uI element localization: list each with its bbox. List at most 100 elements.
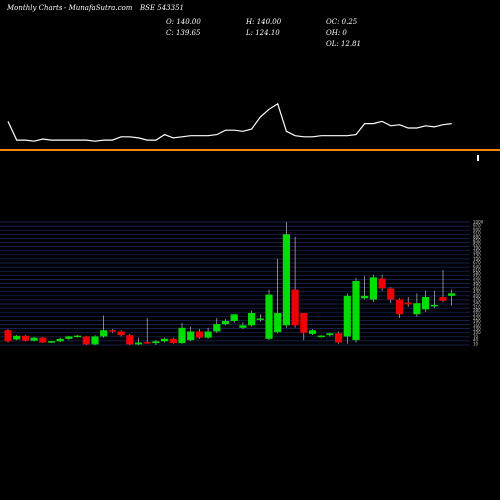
candle-up	[413, 303, 421, 315]
volume-marker	[477, 155, 479, 161]
candle-down	[378, 278, 386, 289]
candle-down	[404, 302, 412, 305]
candle-up	[30, 337, 38, 341]
candle-up	[352, 281, 360, 341]
candle-up	[13, 335, 21, 340]
oc-value: OC: 0.25	[326, 18, 358, 26]
y-tick-label: 1000	[473, 220, 484, 225]
candle-up	[187, 331, 195, 341]
candle-up	[230, 314, 238, 322]
candle-down	[195, 331, 203, 338]
y-tick-label: 520	[473, 279, 481, 284]
y-tick-label: 430	[473, 290, 481, 295]
candle-up	[213, 324, 221, 332]
y-tick-label: 790	[473, 245, 481, 250]
candle-up	[204, 331, 212, 338]
y-tick-label: 850	[473, 238, 481, 243]
candle-up	[361, 295, 369, 299]
y-tick-label: 10	[473, 341, 479, 346]
ma-line	[7, 102, 452, 142]
candle-up	[256, 318, 264, 320]
y-tick-label: 220	[473, 315, 481, 320]
candle-up	[369, 277, 377, 300]
candle-up	[265, 294, 273, 339]
candle-up	[343, 295, 351, 337]
candle-up	[74, 335, 82, 338]
candle-up	[91, 336, 99, 345]
high-value: H: 140.00	[246, 18, 282, 26]
moving-average-panel	[7, 102, 452, 142]
y-tick-label: 40	[473, 338, 479, 343]
site-label: - MunafaSutra.com	[64, 4, 133, 12]
candle-up	[422, 297, 430, 310]
candle-up	[326, 333, 334, 336]
candle-down	[117, 331, 125, 336]
candle-down	[108, 330, 116, 332]
low-value: L: 124.10	[246, 29, 280, 37]
candle-down	[126, 335, 134, 345]
y-tick-label: 640	[473, 264, 481, 269]
candle-up	[448, 293, 456, 296]
candle-up	[65, 336, 73, 339]
y-tick-label: 760	[473, 249, 481, 254]
candle-up	[248, 313, 256, 326]
y-tick-label: 460	[473, 286, 481, 291]
candle-up	[430, 304, 438, 307]
y-tick-label: 490	[473, 282, 481, 287]
y-tick-label: 880	[473, 234, 481, 239]
panel-separator	[0, 149, 500, 151]
y-tick-label: 370	[473, 297, 481, 302]
y-tick-label: 100	[473, 330, 481, 335]
y-tick-label: 70	[473, 334, 479, 339]
y-tick-label: 400	[473, 293, 481, 298]
candle-up	[56, 338, 64, 342]
candle-up	[282, 234, 290, 326]
candle-up	[47, 341, 56, 343]
candle-up	[239, 325, 247, 328]
y-tick-label: 160	[473, 323, 481, 328]
candle-down	[82, 336, 90, 345]
price-grid	[0, 221, 470, 346]
candle-up	[178, 327, 186, 344]
candle-down	[143, 342, 151, 344]
candlestick-series	[4, 222, 456, 345]
y-tick-label: 670	[473, 260, 481, 265]
candle-up	[100, 330, 108, 337]
candle-up	[221, 321, 230, 325]
y-tick-label: 280	[473, 308, 481, 313]
y-tick-label: 820	[473, 242, 481, 247]
candle-up	[134, 342, 143, 345]
open-value: O: 140.00	[166, 18, 201, 26]
y-tick-label: 250	[473, 312, 481, 317]
candle-down	[439, 297, 447, 301]
y-axis-ticks: 1000970940910880850820790760730700670640…	[473, 220, 484, 347]
candle-up	[161, 338, 169, 342]
close-value: C: 139.65	[166, 29, 201, 37]
candle-down	[291, 289, 299, 326]
y-tick-label: 340	[473, 301, 481, 306]
y-tick-label: 940	[473, 227, 481, 232]
y-tick-label: 910	[473, 231, 481, 236]
symbol-label: BSE 543351	[140, 4, 184, 12]
y-tick-label: 190	[473, 319, 481, 324]
ol-value: OL: 12.81	[326, 40, 362, 48]
candle-down	[387, 288, 395, 300]
y-tick-label: 730	[473, 253, 481, 258]
y-tick-label: 580	[473, 271, 481, 276]
y-tick-label: 970	[473, 223, 481, 228]
candle-down	[395, 299, 404, 315]
candle-up	[152, 341, 160, 344]
y-tick-label: 610	[473, 267, 481, 272]
candle-down	[300, 313, 308, 333]
y-tick-label: 130	[473, 327, 481, 332]
candle-up	[274, 313, 282, 333]
candle-down	[4, 330, 12, 342]
candle-up	[308, 330, 317, 334]
y-tick-label: 700	[473, 256, 481, 261]
candle-down	[21, 335, 29, 341]
candle-down	[335, 333, 343, 343]
timeframe-label: Monthly Charts	[7, 4, 63, 12]
y-tick-label: 550	[473, 275, 481, 280]
y-tick-label: 310	[473, 304, 481, 309]
